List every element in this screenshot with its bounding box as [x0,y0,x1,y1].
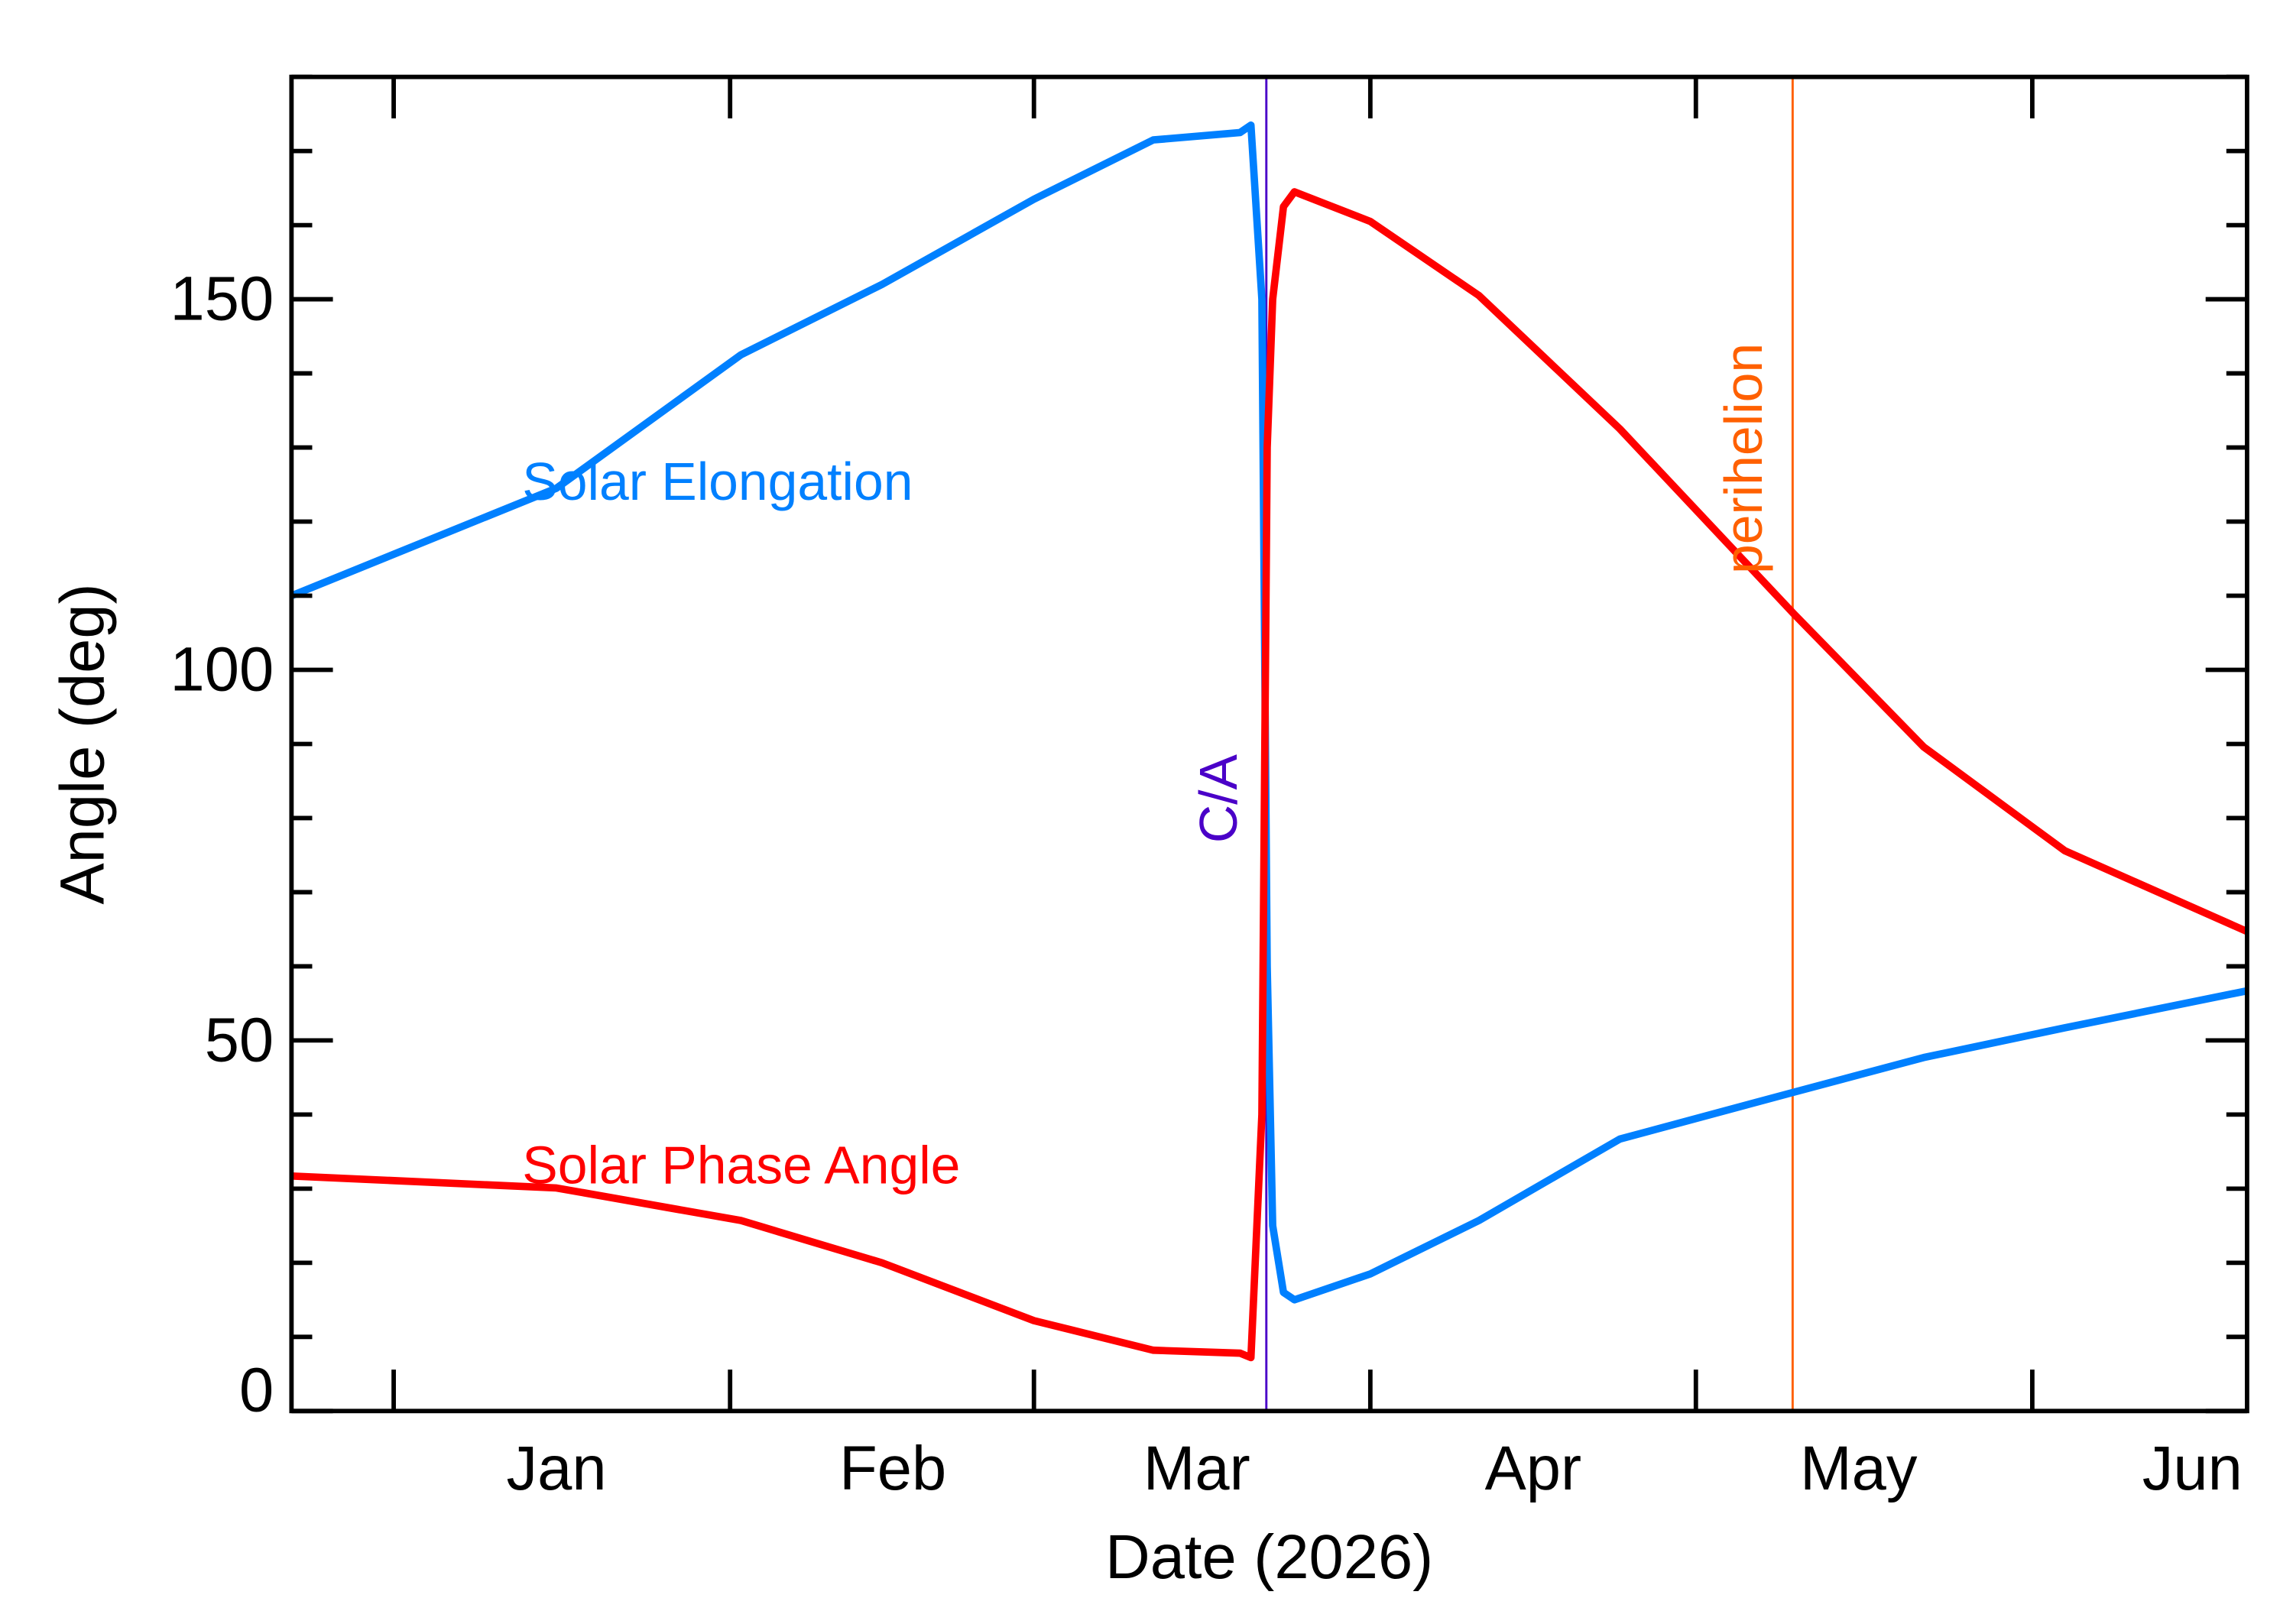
y-axis-title: Angle (deg) [48,583,118,904]
x-tick-label-apr: Apr [1485,1434,1581,1503]
event-label-perihelion: perihelion [1714,343,1773,574]
plot-frame [289,74,2249,1414]
y-tick-label: 0 [239,1355,274,1425]
x-tick-label-jun: Jun [2142,1434,2243,1503]
event-markers [1265,76,1794,1412]
event-label-ca: C/A [1189,754,1248,843]
series-lines [290,121,2249,1362]
y-tick-label: 150 [170,264,274,334]
series-label-solar-phase-angle: Solar Phase Angle [522,1135,960,1194]
y-tick-label: 50 [205,1005,274,1075]
series-line-solar-phase-angle [291,188,2249,1362]
series-line-solar-elongation [290,121,2248,1304]
x-tick-label-may: May [1800,1434,1918,1503]
series-label-solar-elongation: Solar Elongation [522,452,913,511]
x-axis-title: Date (2026) [1105,1522,1433,1592]
x-tick-label-mar: Mar [1143,1434,1250,1503]
x-tick-label-jan: Jan [507,1434,607,1503]
axis-ticks: 0 50 100 150 Jan Feb Mar Apr May Jun [170,74,2247,1503]
x-tick-label-feb: Feb [839,1434,946,1503]
y-tick-label: 100 [170,635,274,705]
